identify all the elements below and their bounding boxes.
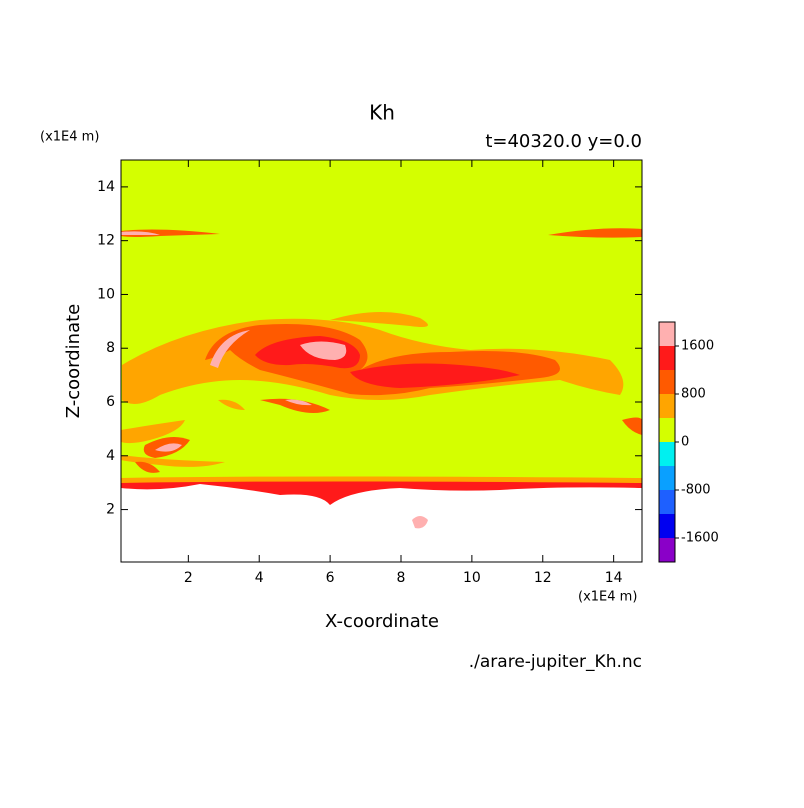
colorbar-tick-label: 0: [681, 435, 689, 450]
y-tick-label: 2: [106, 502, 115, 518]
colorbar-segment: [659, 490, 675, 514]
colorbar-tick-label: 800: [681, 387, 706, 402]
x-tick-label: 2: [184, 570, 193, 586]
colorbar-segment: [659, 442, 675, 466]
x-axis-label: X-coordinate: [325, 611, 439, 632]
colorbar-tick-label: -800: [681, 483, 711, 498]
colorbar-segment: [659, 346, 675, 370]
colorbar-segment: [659, 514, 675, 538]
x-tick-label: 14: [605, 570, 623, 586]
x-tick-label: 10: [463, 570, 481, 586]
x-unit: (x1E4 m): [578, 590, 637, 605]
y-axis-label: Z-coordinate: [63, 304, 84, 419]
y-tick-label: 14: [97, 179, 115, 195]
y-tick-label: 8: [106, 340, 115, 356]
x-tick-label: 12: [534, 570, 552, 586]
y-tick-label: 4: [106, 448, 115, 464]
chart-subtitle: t=40320.0 y=0.0: [485, 131, 642, 152]
y-tick-label: 6: [106, 394, 115, 410]
colorbar-segment: [659, 418, 675, 442]
colorbar-segment: [659, 370, 675, 394]
colorbar-segment: [659, 322, 675, 346]
source-file: ./arare-jupiter_Kh.nc: [469, 652, 642, 672]
x-tick-label: 8: [397, 570, 406, 586]
colorbar-tick-label: -1600: [681, 531, 719, 546]
chart-title: Kh: [369, 101, 395, 125]
colorbar-segment: [659, 394, 675, 418]
colorbar-segment: [659, 466, 675, 490]
x-tick-label: 6: [326, 570, 335, 586]
y-unit: (x1E4 m): [40, 130, 99, 145]
colorbar-tick-label: 1600: [681, 339, 714, 354]
y-tick-label: 12: [97, 233, 115, 249]
x-tick-label: 4: [255, 570, 264, 586]
colorbar-segment: [659, 538, 675, 562]
plot-frame: [120, 159, 643, 563]
contour-field: [121, 160, 642, 562]
y-tick-label: 10: [97, 286, 115, 302]
